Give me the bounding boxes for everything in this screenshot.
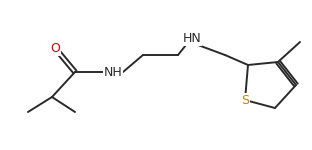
Text: NH: NH <box>104 66 122 78</box>
Text: S: S <box>241 93 249 106</box>
Text: HN: HN <box>183 32 201 45</box>
Text: O: O <box>50 42 60 54</box>
